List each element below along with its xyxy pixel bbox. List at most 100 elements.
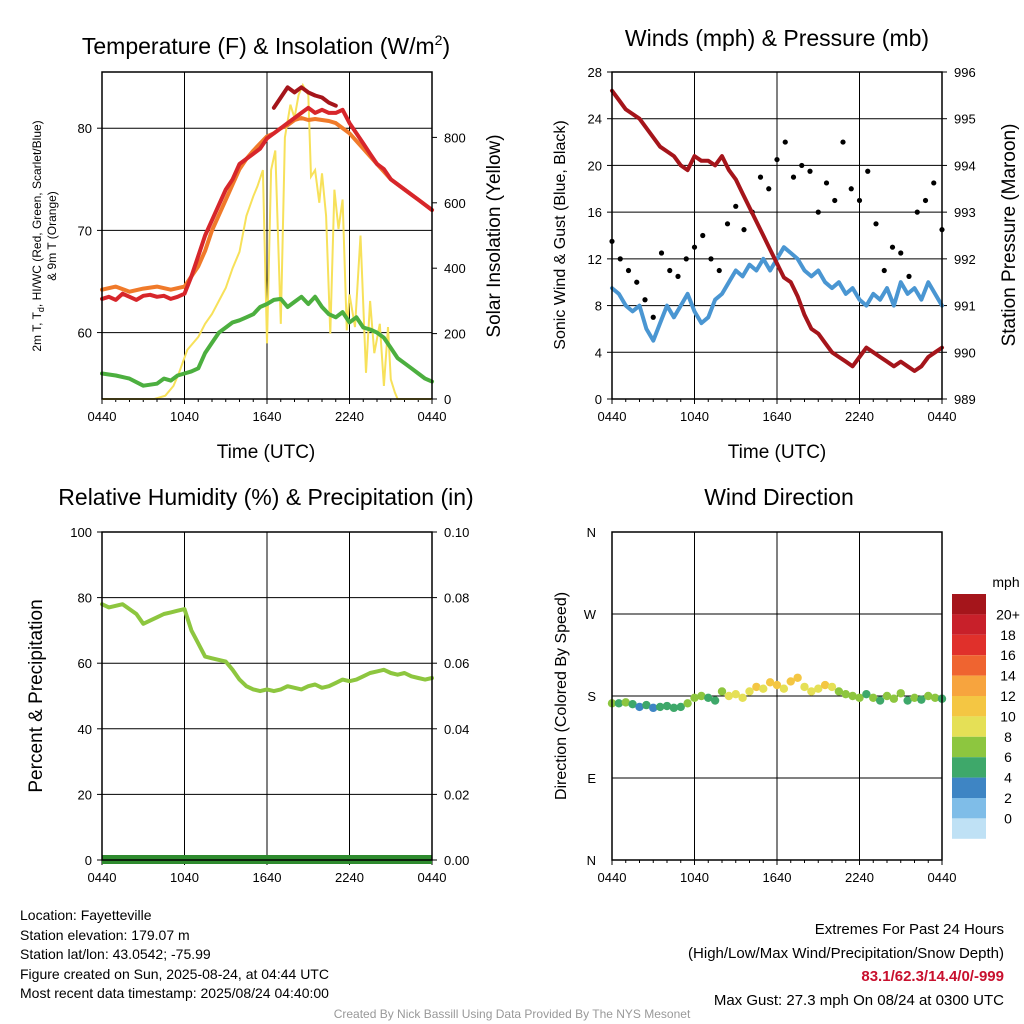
direction-point <box>841 689 850 699</box>
y2-tick-label: 600 <box>444 196 466 211</box>
direction-point <box>772 680 782 690</box>
data-point <box>675 273 681 279</box>
data-point <box>708 256 714 262</box>
y-tick-label: 8 <box>595 299 602 314</box>
y2-tick-label: 0 <box>444 392 451 407</box>
x-tick-label: 2240 <box>335 409 364 424</box>
colorbar-swatch <box>952 757 986 778</box>
colorbar-title: mph <box>992 574 1019 590</box>
x-tick-label: 2240 <box>845 870 874 885</box>
direction-point <box>662 701 672 711</box>
colorbar-swatch <box>952 777 986 798</box>
y2-tick-label: 989 <box>954 392 976 407</box>
rh-plot: 0440 1040 1640 2240 0440 0 20 40 60 80 100 0.00 0.02… <box>70 525 469 885</box>
series-line <box>100 294 434 388</box>
direction-point <box>731 689 740 699</box>
data-point <box>840 139 846 145</box>
series-line <box>100 105 434 302</box>
direction-point <box>910 693 919 703</box>
direction-point <box>765 678 775 687</box>
data-point <box>617 256 623 262</box>
wind-xlabel: Time (UTC) <box>728 442 827 463</box>
direction-point <box>924 691 933 701</box>
series-line <box>102 82 432 400</box>
x-tick-label: 1040 <box>680 870 709 885</box>
panel-temperature: Temperature (F) & Insolation (W/m2) 0440… <box>30 32 505 463</box>
colorbar-label: 14 <box>1000 668 1016 684</box>
data-point <box>724 221 731 227</box>
temp-ylabel: 2m T, Td, HI/WC (Red, Green, Scarlet/Blu… <box>30 120 46 351</box>
y2-tick-label: 991 <box>954 299 976 314</box>
station-elevation: Station elevation: 179.07 m <box>20 926 190 943</box>
direction-point <box>745 687 754 696</box>
direction-point <box>889 694 899 703</box>
data-point <box>700 232 706 239</box>
direction-point <box>903 696 912 705</box>
plot-border <box>101 531 433 861</box>
plot-border <box>101 71 433 400</box>
y-tick-label: 60 <box>78 326 92 341</box>
y2-tick-label: 992 <box>954 252 976 267</box>
data-point <box>881 267 887 274</box>
direction-point <box>882 691 892 701</box>
y-tick-label: 40 <box>78 722 92 737</box>
colorbar-label: 4 <box>1004 770 1012 786</box>
colorbar-label: 10 <box>1000 708 1016 724</box>
series-line <box>100 602 434 694</box>
plot-border <box>611 71 943 400</box>
data-point <box>642 297 648 303</box>
x-tick-label: 0440 <box>418 870 447 885</box>
y2-tick-label: 995 <box>954 112 976 127</box>
data-point <box>658 250 665 256</box>
direction-point <box>676 702 685 712</box>
y-tick-label: W <box>584 607 597 622</box>
y-tick-label: 0 <box>595 392 602 407</box>
direction-point <box>614 699 624 708</box>
x-tick-label: 2240 <box>335 870 364 885</box>
direction-point <box>917 695 926 704</box>
temp-ylabel-line2: & 9m T (Orange) <box>45 191 59 281</box>
y-tick-label: N <box>587 525 596 540</box>
y-tick-label: 100 <box>70 525 92 540</box>
direction-point <box>862 689 871 699</box>
data-point <box>914 209 920 215</box>
data-point <box>832 197 838 204</box>
direction-point <box>814 684 823 693</box>
colorbar-swatch <box>952 696 986 717</box>
y-tick-label: N <box>587 853 596 868</box>
y-tick-label: 80 <box>78 121 92 136</box>
direction-point <box>820 680 830 690</box>
credit-line: Created By Nick Bassill Using Data Provi… <box>333 1007 691 1021</box>
wind-y2label: Station Pressure (Maroon) <box>999 124 1020 347</box>
y-tick-label: 4 <box>595 345 602 360</box>
y2-tick-label: 0.04 <box>444 722 469 737</box>
series-line <box>610 88 944 373</box>
data-point <box>848 186 854 192</box>
y2-tick-label: 0.02 <box>444 787 469 802</box>
data-point <box>906 273 912 279</box>
direction-point <box>930 693 940 703</box>
data-point <box>667 267 673 274</box>
y2-tick-label: 800 <box>444 130 466 145</box>
y2-tick-label: 0.10 <box>444 525 469 540</box>
colorbar-label: 2 <box>1004 790 1012 806</box>
station-latlon: Station lat/lon: 43.0542; -75.99 <box>20 946 211 962</box>
data-point <box>799 162 805 169</box>
temp-title: Temperature (F) & Insolation (W/m2) <box>82 32 450 59</box>
data-point <box>889 244 896 250</box>
x-tick-label: 2240 <box>845 409 874 424</box>
colorbar-swatch <box>952 818 986 839</box>
colorbar-label: 6 <box>1004 749 1012 765</box>
plot-border <box>611 531 943 861</box>
y-tick-label: 24 <box>588 112 602 127</box>
colorbar-swatch <box>952 716 986 737</box>
data-point <box>873 221 879 227</box>
data-point <box>741 227 747 233</box>
data-point <box>790 174 797 180</box>
data-point <box>782 139 788 145</box>
direction-point <box>869 693 878 703</box>
y2-tick-label: 400 <box>444 261 466 276</box>
dir-title: Wind Direction <box>704 484 854 510</box>
